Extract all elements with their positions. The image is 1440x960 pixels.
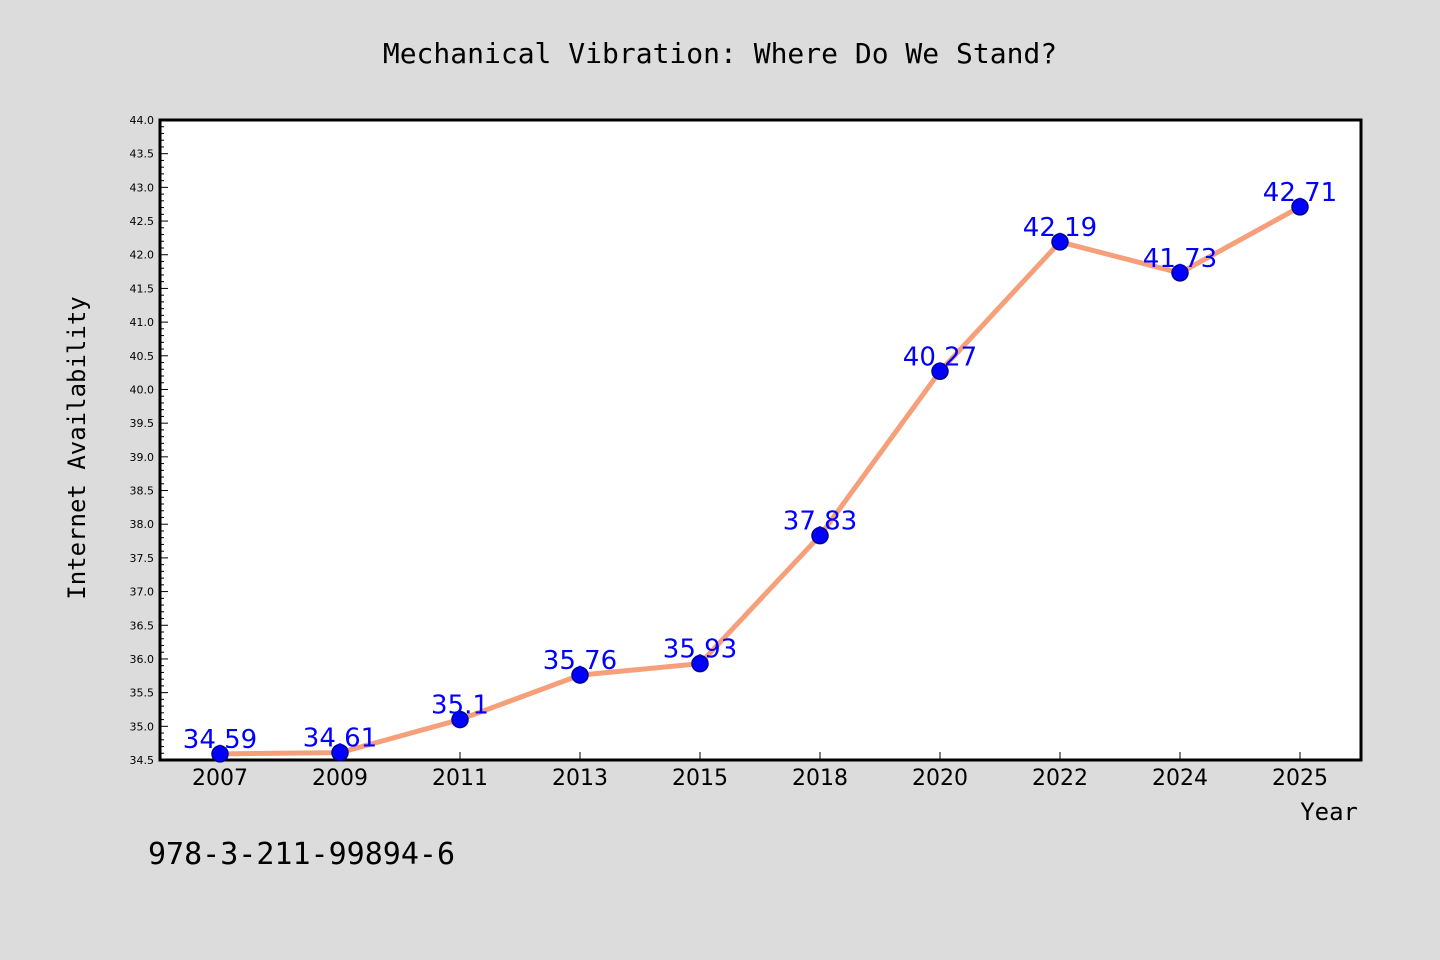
y-tick-label: 40.0 <box>130 383 155 396</box>
x-tick-label: 2007 <box>192 766 248 791</box>
data-point <box>931 362 949 381</box>
footer-isbn: 978-3-211-99894-6 <box>148 837 455 872</box>
y-tick-label: 37.0 <box>130 586 155 599</box>
x-tick-label: 2015 <box>672 766 728 791</box>
data-point <box>1171 264 1189 282</box>
x-tick-label: 2018 <box>792 766 848 791</box>
data-point <box>691 654 709 673</box>
series-line <box>217 204 1303 757</box>
y-tick-label: 39.0 <box>130 451 155 464</box>
x-tick-label: 2011 <box>432 766 488 791</box>
y-axis: 34.5 35.0 35.5 36.0 36.5 37.0 37.5 38.0 38.5 39.0… <box>130 114 168 767</box>
data-point <box>211 745 229 763</box>
x-axis: 2007 2009 2011 2013 2015 2018 2020 2022 2024 2025 <box>192 752 1328 791</box>
y-tick-label: 37.5 <box>130 552 155 565</box>
data-point <box>811 526 829 545</box>
data-label: 42.19 <box>1023 213 1097 243</box>
data-label: 41.73 <box>1143 244 1217 274</box>
data-point <box>1051 233 1069 251</box>
y-tick-label: 38.0 <box>130 518 155 531</box>
data-point <box>451 710 469 729</box>
y-tick-label: 36.5 <box>130 619 155 632</box>
y-axis-label: Internet Availability <box>63 296 91 599</box>
y-tick-label: 44.0 <box>130 114 155 127</box>
data-point <box>331 743 349 762</box>
x-tick-label: 2024 <box>1152 766 1208 791</box>
data-label: 37.83 <box>783 507 857 537</box>
data-label: 35.1 <box>431 691 489 721</box>
y-tick-label: 43.5 <box>130 148 155 161</box>
data-label: 34.61 <box>303 724 377 754</box>
data-label: 40.27 <box>903 342 977 372</box>
y-tick-label: 41.0 <box>130 316 155 329</box>
data-point <box>1291 198 1309 216</box>
y-tick-label: 38.5 <box>130 485 155 498</box>
y-tick-label: 39.5 <box>130 417 155 430</box>
y-tick-label: 42.5 <box>130 215 155 228</box>
y-tick-label: 41.5 <box>130 282 155 295</box>
data-point <box>571 666 589 684</box>
x-tick-label: 2025 <box>1272 766 1328 791</box>
chart-title: Mechanical Vibration: Where Do We Stand? <box>383 37 1057 70</box>
data-label: 34.59 <box>183 725 257 755</box>
y-tick-label: 36.0 <box>130 653 155 666</box>
data-labels: 34.59 34.61 35.1 35.76 35.93 37.83 40.27 42.19 4… <box>183 178 1337 755</box>
series-markers <box>211 198 1309 763</box>
plot-area <box>158 118 1363 762</box>
x-axis-label: Year <box>1300 798 1358 826</box>
x-tick-label: 2022 <box>1032 766 1088 791</box>
data-label: 35.76 <box>543 646 617 676</box>
y-tick-label: 40.5 <box>130 350 155 363</box>
data-label: 35.93 <box>663 635 737 665</box>
y-tick-label: 35.5 <box>130 687 155 700</box>
y-tick-label: 35.0 <box>130 720 155 733</box>
data-label: 42.71 <box>1263 178 1337 208</box>
y-tick-label: 43.0 <box>130 181 155 194</box>
x-tick-label: 2020 <box>912 766 968 791</box>
x-tick-label: 2013 <box>552 766 608 791</box>
x-tick-label: 2009 <box>312 766 368 791</box>
y-tick-label: 42.0 <box>130 249 155 262</box>
y-tick-label: 34.5 <box>130 754 155 767</box>
